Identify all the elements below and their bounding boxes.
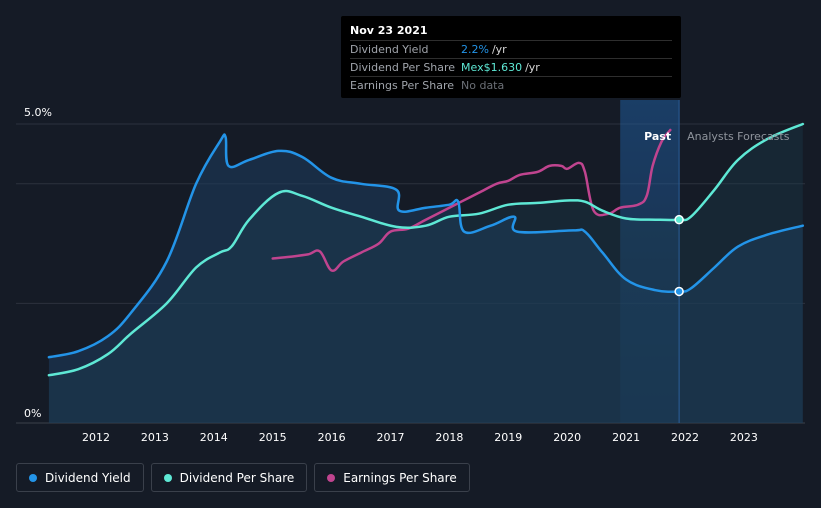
legend-item-earnings-per-share[interactable]: Earnings Per Share	[314, 463, 470, 492]
tooltip-row-dividend-yield: Dividend Yield 2.2% /yr	[350, 41, 672, 59]
tooltip-row-label: Earnings Per Share	[350, 79, 455, 92]
dividend-yield-marker	[674, 286, 684, 297]
y-tick-label: 5.0%	[24, 106, 52, 119]
series-areas	[48, 124, 803, 423]
legend-label: Dividend Per Share	[179, 470, 295, 485]
x-tick-label: 2014	[200, 431, 228, 444]
dividend-per-share-area	[48, 124, 803, 423]
legend-dot-icon	[327, 473, 336, 482]
x-tick-label: 2023	[730, 431, 758, 444]
hover-tooltip: Nov 23 2021 Dividend Yield 2.2% /yr Divi…	[341, 16, 681, 98]
x-tick-label: 2017	[377, 431, 405, 444]
x-tick-label: 2013	[141, 431, 169, 444]
x-tick-label: 2020	[553, 431, 581, 444]
legend-item-dividend-per-share[interactable]: Dividend Per Share	[150, 463, 308, 492]
dividend-yield-area	[48, 134, 803, 423]
y-axis-ticks: 5.0% 0%	[24, 106, 52, 420]
tooltip-row-unit: /yr	[525, 61, 540, 74]
tooltip-row-dividend-per-share: Dividend Per Share Mex$1.630 /yr	[350, 59, 672, 77]
x-axis-ticks: 2012 2013 2014 2015 2016 2017 2018 2019 2020 2021…	[82, 431, 758, 444]
legend-dot-icon	[29, 473, 37, 482]
earnings-per-share-line	[271, 128, 672, 272]
dividend-yield-line	[47, 133, 805, 359]
legend-label: Earnings Per Share	[343, 470, 457, 485]
tooltip-date: Nov 23 2021	[350, 24, 672, 41]
x-tick-label: 2022	[671, 431, 699, 444]
past-label: Past	[644, 130, 671, 143]
legend-label: Dividend Yield	[45, 470, 131, 485]
tooltip-row-value: No data	[461, 79, 505, 92]
cursor-markers	[674, 214, 684, 297]
x-tick-label: 2016	[318, 431, 346, 444]
x-tick-label: 2015	[259, 431, 287, 444]
x-tick-label: 2021	[612, 431, 640, 444]
forecast-label: Analysts Forecasts	[687, 130, 790, 143]
dividend-per-share-marker	[674, 214, 684, 225]
legend-dot-icon	[163, 473, 172, 482]
tooltip-row-value: 2.2%	[461, 43, 489, 56]
tooltip-row-value: Mex$1.630	[461, 61, 523, 74]
y-tick-label: 0%	[24, 407, 41, 420]
tooltip-row-unit: /yr	[491, 43, 507, 56]
chart-legend: Dividend Yield Dividend Per Share Earnin…	[16, 463, 470, 492]
legend-item-dividend-yield[interactable]: Dividend Yield	[16, 463, 144, 492]
x-tick-label: 2018	[435, 431, 463, 444]
tooltip-row-label: Dividend Per Share	[350, 61, 456, 74]
x-tick-label: 2019	[494, 431, 522, 444]
tooltip-row-label: Dividend Yield	[350, 43, 429, 56]
tooltip-row-earnings-per-share: Earnings Per Share No data	[350, 77, 672, 94]
x-tick-label: 2012	[82, 431, 110, 444]
